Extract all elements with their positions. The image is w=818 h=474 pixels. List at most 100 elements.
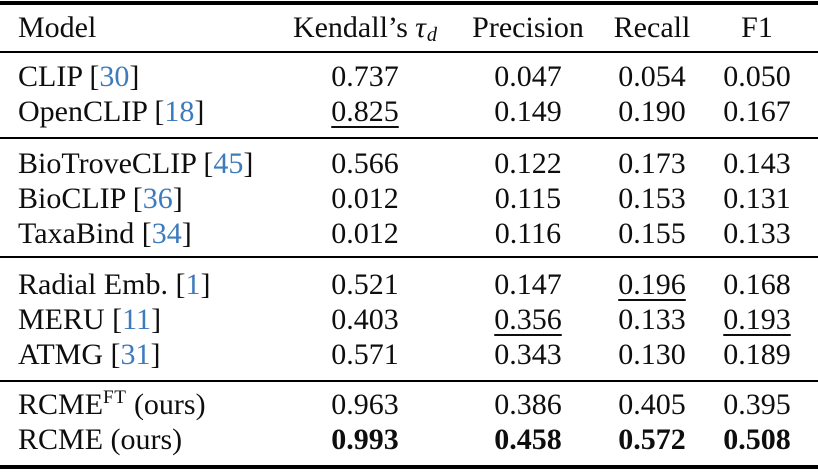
model-cell: RCMEFT (ours) [0,387,262,422]
model-name-text: MERU [ [18,302,123,336]
model-name-text: CLIP [ [18,59,100,93]
value-text: 0.131 [723,181,791,215]
value-text: 0.566 [331,146,399,180]
value-text: 0.153 [618,181,686,215]
value-cell: 0.508 [716,423,818,457]
model-name-text: (ours) [126,387,206,421]
value-cell: 0.737 [262,60,468,94]
value-cell: 0.054 [588,60,716,94]
table-row: Radial Emb. [1] 0.521 0.147 0.196 0.168 [0,267,818,302]
value-text: 0.122 [494,146,562,180]
value-cell: 0.115 [468,182,588,216]
header-divider-rule [0,51,818,53]
column-header-precision: Precision [472,11,584,44]
second-best-value: 0.825 [331,94,399,128]
value-cell: 0.386 [468,388,588,422]
model-cell: TaxaBind [34] [0,217,262,251]
group-divider-rule [0,137,818,139]
table-row: BioCLIP [36] 0.012 0.115 0.153 0.131 [0,181,818,216]
kendall-label-text: Kendall’s [292,11,408,44]
value-text: 0.167 [723,94,791,128]
table-group: Radial Emb. [1] 0.521 0.147 0.196 0.168 MERU … [0,258,818,380]
model-name-text: TaxaBind [ [18,216,152,250]
table-header-row: Model Kendall’s τd Precision Recall F1 [0,5,818,51]
citation-link[interactable]: 11 [122,302,152,336]
value-text: 0.012 [331,216,399,250]
value-cell: 0.196 [588,268,716,302]
citation-link[interactable]: 31 [120,337,151,371]
value-text: 0.133 [618,302,686,336]
value-text: 0.116 [494,216,562,250]
value-cell: 0.343 [468,338,588,372]
value-text: 0.149 [494,94,562,128]
value-cell: 0.153 [588,182,716,216]
table-row: RCME (ours) 0.993 0.458 0.572 0.508 [0,422,818,457]
model-cell: BioTroveCLIP [45] [0,147,262,181]
value-text: 0.168 [723,267,791,301]
model-cell: MERU [11] [0,303,262,337]
table-row: ATMG [31] 0.571 0.343 0.130 0.189 [0,337,818,372]
table-top-rule [0,1,818,5]
value-text: 0.386 [494,387,562,421]
citation-link[interactable]: 30 [99,59,130,93]
value-cell: 0.571 [262,338,468,372]
model-name-text: ] [129,59,140,93]
value-text: 0.403 [331,302,399,336]
value-cell: 0.168 [716,268,818,302]
citation-link[interactable]: 36 [142,181,173,215]
value-cell: 0.155 [588,217,716,251]
value-text: 0.737 [331,59,399,93]
citation-link[interactable]: 45 [213,146,244,180]
model-name-text: OpenCLIP [ [18,94,165,128]
value-text: 0.155 [618,216,686,250]
model-name-text: ATMG [ [18,337,121,371]
best-value: 0.993 [331,422,399,456]
value-cell: 0.173 [588,147,716,181]
value-cell: 0.193 [716,303,818,337]
group-divider-rule [0,256,818,258]
value-text: 0.012 [331,181,399,215]
value-cell: 0.167 [716,95,818,129]
model-cell: CLIP [30] [0,60,262,94]
value-cell: 0.143 [716,147,818,181]
model-name-text: RCME [18,387,104,421]
model-name-text: RCME (ours) [18,422,183,456]
value-text: 0.115 [494,181,562,215]
value-text: 0.395 [723,387,791,421]
value-cell: 0.566 [262,147,468,181]
value-text: 0.405 [618,387,686,421]
value-text: 0.130 [618,337,686,371]
value-text: 0.133 [723,216,791,250]
second-best-value: 0.356 [494,302,562,336]
column-header-model: Model [18,11,97,44]
column-header-kendall-tau: Kendall’s τd [262,11,468,46]
model-name-text: BioTroveCLIP [ [18,146,214,180]
model-cell: ATMG [31] [0,338,262,372]
value-cell: 0.131 [716,182,818,216]
value-text: 0.521 [331,267,399,301]
citation-link[interactable]: 34 [151,216,182,250]
citation-link[interactable]: 18 [164,94,195,128]
model-name-text: ] [243,146,254,180]
model-name-text: ] [151,302,162,336]
column-header-f1: F1 [741,11,773,44]
citation-link[interactable]: 1 [185,267,201,301]
value-text: 0.189 [723,337,791,371]
value-cell: 0.012 [262,217,468,251]
value-cell: 0.147 [468,268,588,302]
value-text: 0.147 [494,267,562,301]
value-cell: 0.130 [588,338,716,372]
model-cell: BioCLIP [36] [0,182,262,216]
best-value: 0.572 [618,422,686,456]
table-bottom-rule [0,465,818,469]
value-cell: 0.403 [262,303,468,337]
value-cell: 0.993 [262,423,468,457]
table-row: BioTroveCLIP [45] 0.566 0.122 0.173 0.143 [0,146,818,181]
value-cell: 0.149 [468,95,588,129]
value-cell: 0.825 [262,95,468,129]
value-text: 0.173 [618,146,686,180]
model-name-text: ] [181,216,192,250]
table-group: CLIP [30] 0.737 0.047 0.054 0.050 OpenCLIP [1… [0,53,818,137]
value-text: 0.190 [618,94,686,128]
